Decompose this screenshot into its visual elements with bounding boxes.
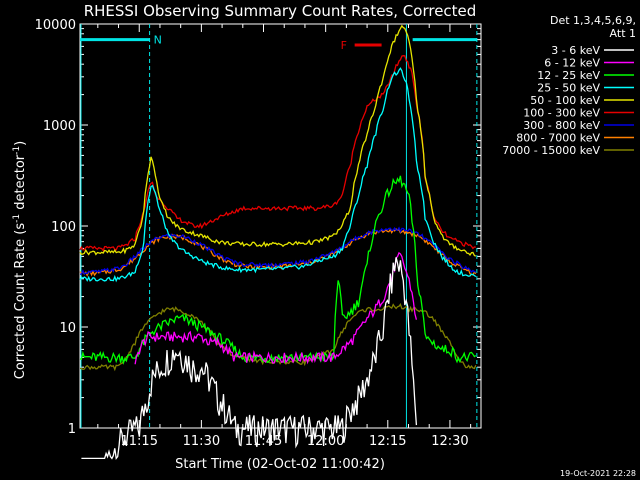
legend-label: 12 - 25 keV	[537, 69, 600, 82]
x-tick-label: 12:30	[431, 434, 468, 449]
y-tick-label: 10	[59, 321, 76, 336]
legend-label: 25 - 50 keV	[537, 82, 600, 95]
series-line	[79, 67, 477, 283]
legend-header-line2: Att 1	[610, 27, 636, 40]
x-tick-label: 12:00	[307, 434, 344, 449]
x-tick-label: 12:15	[369, 434, 406, 449]
legend-label: 300 - 800 keV	[523, 119, 600, 132]
x-tick-label: 11:30	[183, 434, 220, 449]
x-tick-label: 11:45	[245, 434, 282, 449]
chart-title: RHESSI Observing Summary Count Rates, Co…	[84, 2, 477, 20]
legend-label: 6 - 12 keV	[544, 57, 600, 70]
x-axis-label: Start Time (02-Oct-02 11:00:42)	[175, 457, 385, 472]
plot-area: 1 10 100 1000 10000 11:15 11:30 11:45 12:00 12:15…	[35, 18, 482, 460]
y-axis-label: Corrected Count Rate (s-1 detector-1)	[12, 141, 28, 379]
legend-label: 50 - 100 keV	[530, 94, 600, 107]
night-label: N	[154, 34, 162, 47]
legend-label: 100 - 300 keV	[523, 107, 600, 120]
series-line	[79, 55, 476, 252]
series-line	[81, 257, 418, 460]
y-axis-label-sup2: -1	[12, 146, 22, 155]
series-line	[134, 251, 418, 365]
legend-label: 800 - 7000 keV	[516, 132, 600, 145]
x-tick-label: 11:15	[121, 434, 158, 449]
svg-text:Corrected Count Rate (s-1 dete: Corrected Count Rate (s-1 detector-1)	[12, 141, 28, 379]
series-line	[79, 24, 477, 257]
flare-label: F	[341, 39, 347, 52]
y-tick-label: 100	[51, 220, 76, 235]
y-tick-label: 1000	[43, 119, 76, 134]
y-axis-label-end: )	[13, 141, 28, 146]
y-tick-label: 10000	[35, 18, 76, 33]
y-axis-label-mid: detector	[13, 154, 28, 214]
series-line	[79, 226, 476, 275]
y-axis-label-main: Corrected Count Rate (s	[13, 223, 28, 380]
legend-label: 3 - 6 keV	[551, 44, 600, 57]
series-line	[79, 303, 477, 372]
y-axis-label-sup1: -1	[12, 214, 22, 223]
legend-label: 7000 - 15000 keV	[502, 144, 600, 157]
y-tick-label: 1	[68, 422, 76, 437]
legend-header-line1: Det 1,3,4,5,6,9,	[550, 14, 636, 27]
timestamp-label: 19-Oct-2021 22:28	[560, 469, 636, 478]
